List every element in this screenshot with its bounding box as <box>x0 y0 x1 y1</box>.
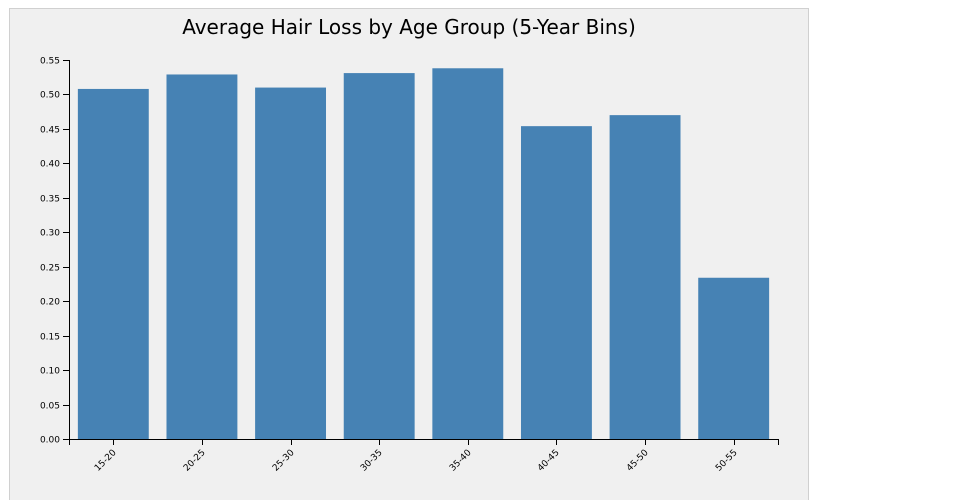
y-tick-label: 0.50 <box>40 91 60 101</box>
bar-35-40 <box>432 68 504 440</box>
x-tick-label: 30-35 <box>359 448 385 474</box>
y-tick-label: 0.00 <box>40 436 60 446</box>
x-tick-label: 40-45 <box>536 448 562 474</box>
y-tick-label: 0.10 <box>40 367 60 377</box>
x-tick-label: 20-25 <box>182 448 208 474</box>
bar-30-35 <box>343 73 415 439</box>
bar-50-55 <box>698 277 770 439</box>
x-tick-label: 25-30 <box>271 448 297 474</box>
y-tick-label: 0.35 <box>40 195 60 205</box>
y-tick-label: 0.25 <box>40 264 60 274</box>
bar-20-25 <box>166 74 238 439</box>
x-tick-label: 45-50 <box>625 448 651 474</box>
x-tick-label: 15-20 <box>93 448 119 474</box>
y-axis-line <box>63 60 70 440</box>
x-axis: 15-20 20-25 25-30 30-35 35-40 40-45 45-50 50-55 <box>69 439 779 474</box>
y-tick-label: 0.40 <box>40 160 60 170</box>
bars-group <box>77 68 770 440</box>
y-tick-label: 0.20 <box>40 298 60 308</box>
y-tick-label: 0.30 <box>40 229 60 239</box>
y-tick-label: 0.05 <box>40 402 60 412</box>
chart-title: Average Hair Loss by Age Group (5-Year B… <box>182 15 636 39</box>
x-axis-line <box>69 439 779 445</box>
bar-40-45 <box>520 126 592 440</box>
y-axis: 0.00 0.05 0.10 0.15 0.20 0.25 0.30 0.35 0.40 0.45… <box>40 57 70 446</box>
bar-25-30 <box>255 87 327 439</box>
bar-15-20 <box>77 88 149 439</box>
x-tick-label: 50-55 <box>714 448 740 474</box>
y-tick-label: 0.15 <box>40 333 60 343</box>
x-tick-label: 35-40 <box>448 448 474 474</box>
y-tick-label: 0.55 <box>40 57 60 67</box>
bar-45-50 <box>609 115 681 439</box>
y-tick-label: 0.45 <box>40 126 60 136</box>
